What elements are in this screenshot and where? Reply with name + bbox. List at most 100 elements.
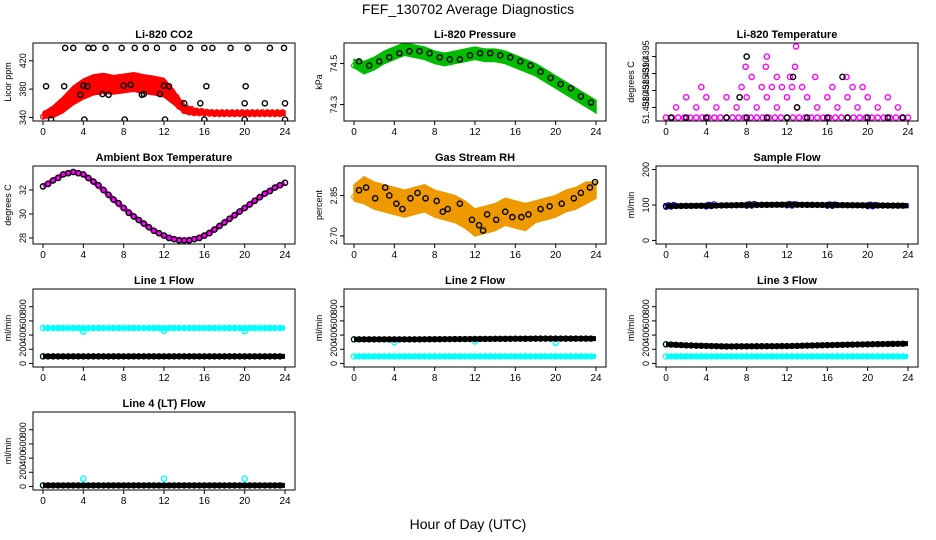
data-point: [793, 104, 801, 111]
data-point: [355, 186, 363, 194]
data-point: [829, 83, 836, 91]
data-point: [803, 114, 811, 121]
data-point: [165, 82, 173, 90]
y-tick-label: 800: [641, 299, 651, 314]
data-point: [562, 88, 569, 95]
y-tick-label: 0: [329, 361, 339, 366]
data-point: [587, 353, 595, 360]
data-point: [49, 177, 57, 184]
data-point: [422, 194, 429, 202]
data-point: [209, 44, 216, 52]
y-tick-label: 600: [18, 313, 28, 328]
data-point: [138, 91, 146, 99]
x-tick-label: 4: [81, 127, 87, 138]
x-tick-label: 12: [781, 127, 793, 138]
plot-area: [351, 43, 597, 115]
data-point: [231, 211, 238, 219]
data-point: [560, 193, 567, 200]
data-point: [525, 211, 532, 218]
data-point: [90, 178, 97, 185]
y-tick-label: 400: [329, 328, 339, 343]
x-tick-label: 20: [239, 250, 251, 261]
y-tick-label: 2.85: [329, 187, 339, 205]
x-tick-label: 4: [392, 250, 398, 261]
data-point: [899, 340, 907, 347]
data-point: [90, 44, 97, 52]
series-line: [665, 341, 909, 349]
plot-area: [39, 168, 289, 244]
data-point: [80, 82, 87, 89]
data-point: [466, 52, 474, 59]
data-point: [121, 116, 128, 121]
x-tick-label: 12: [469, 127, 481, 138]
y-tick-label: 420: [18, 53, 28, 68]
data-point: [439, 208, 447, 216]
x-tick-label: 4: [704, 250, 710, 261]
y-tick-label: 0: [18, 484, 28, 489]
data-point: [461, 218, 468, 225]
data-point: [496, 52, 504, 59]
data-point: [145, 223, 153, 231]
data-point: [242, 82, 249, 90]
x-tick-label: 8: [121, 127, 127, 138]
data-point: [241, 327, 248, 335]
x-tick-label: 20: [239, 496, 251, 507]
x-tick-label: 12: [469, 250, 481, 261]
y-axis-label: degrees C: [626, 61, 636, 103]
data-point: [899, 353, 907, 360]
data-point: [743, 93, 750, 101]
x-tick-label: 4: [81, 496, 87, 507]
data-point: [160, 327, 168, 335]
data-point: [874, 114, 882, 121]
data-point: [824, 114, 831, 121]
plot-area: [662, 43, 912, 121]
y-axis-label: degrees C: [3, 184, 13, 226]
data-point: [456, 56, 464, 63]
data-point: [72, 86, 79, 93]
x-tick-label: 4: [81, 250, 87, 261]
x-tick-label: 8: [744, 127, 750, 138]
data-point: [713, 104, 720, 111]
x-tick-label: 8: [432, 127, 438, 138]
data-point: [786, 73, 794, 81]
data-point: [758, 83, 766, 91]
data-point: [393, 200, 400, 207]
y-tick-label: 800: [18, 299, 28, 314]
data-point: [80, 91, 87, 98]
data-point: [771, 114, 779, 121]
x-tick-label: 4: [392, 373, 398, 384]
data-point: [446, 56, 454, 63]
x-tick-label: 16: [199, 373, 211, 384]
data-point: [699, 114, 706, 121]
y-axis-label: kPa: [314, 74, 324, 90]
x-tick-label: 4: [81, 373, 87, 384]
data-point: [135, 216, 143, 224]
data-point: [844, 93, 851, 101]
data-point: [266, 187, 274, 195]
series-band: [42, 72, 286, 119]
data-point: [874, 104, 882, 111]
data-point: [47, 116, 55, 121]
data-point: [791, 63, 799, 71]
x-tick-label: 24: [279, 496, 291, 507]
data-point: [692, 114, 700, 121]
data-point: [375, 58, 383, 65]
data-point: [537, 205, 544, 213]
data-point: [57, 100, 64, 107]
x-tick-label: 0: [663, 127, 669, 138]
data-point: [502, 57, 509, 64]
data-point: [160, 232, 168, 239]
data-point: [279, 109, 286, 116]
data-point: [54, 174, 62, 182]
x-tick-label: 16: [822, 127, 834, 138]
data-point: [792, 43, 800, 50]
data-point: [674, 114, 682, 121]
data-point: [95, 181, 102, 189]
chart-title: Line 2 Flow: [445, 275, 505, 287]
data-point: [142, 44, 150, 52]
y-tick-label: 340: [18, 110, 28, 125]
plot-area: [39, 324, 285, 360]
data-point: [697, 83, 705, 91]
y-tick-label: 100: [641, 197, 651, 212]
